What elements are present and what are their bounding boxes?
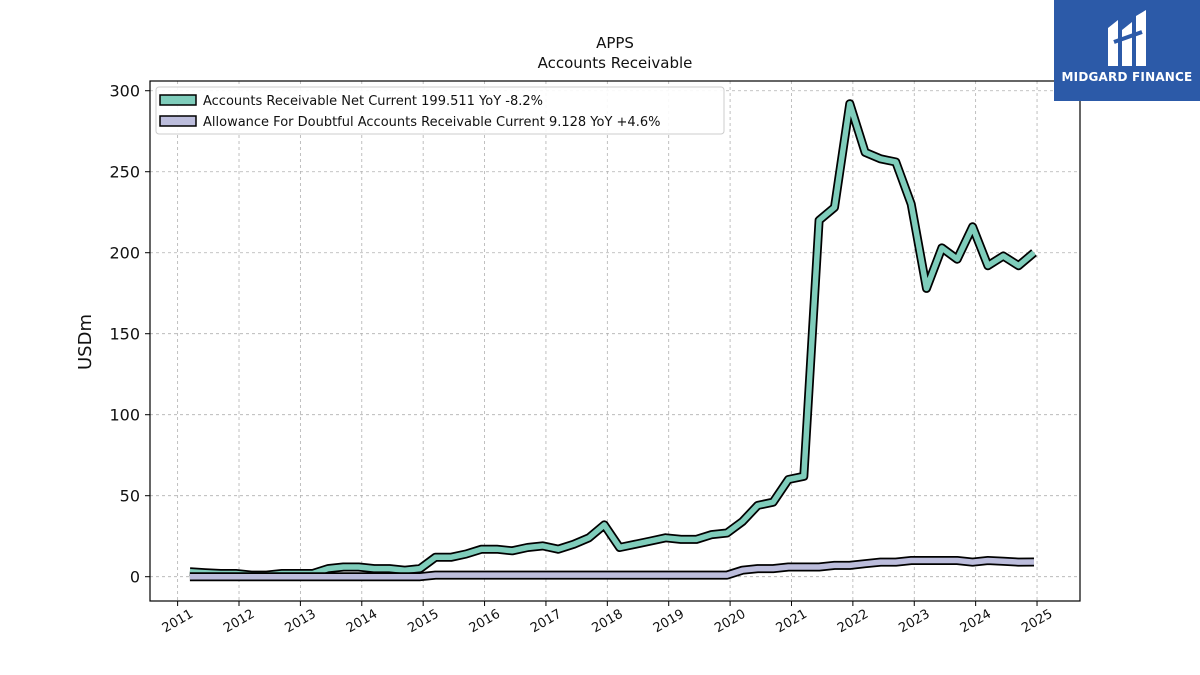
plot-frame	[149, 80, 1081, 602]
chart-title: APPS	[596, 34, 634, 52]
y-axis: 0 50 100 150 200 250 300	[109, 82, 150, 587]
brand-name: MIDGARD FINANCE	[1061, 70, 1193, 84]
x-tick-label: 2013	[283, 607, 319, 637]
x-tick-label: 2012	[221, 607, 257, 637]
y-tick-label: 250	[109, 163, 140, 182]
x-tick-label: 2020	[712, 607, 748, 637]
x-tick-label: 2016	[467, 607, 503, 637]
grid-lines	[150, 81, 1080, 601]
y-tick-label: 300	[109, 82, 140, 101]
legend-label-1: Accounts Receivable Net Current 199.511 …	[203, 94, 543, 109]
series-1-line	[189, 100, 1036, 578]
x-tick-label: 2021	[774, 607, 810, 637]
x-axis: 2011 2012 2013 2014 2015 2016 2017 2018 2019 2020…	[160, 601, 1055, 637]
y-axis-label: USDm	[75, 314, 96, 370]
x-tick-label: 2011	[160, 607, 196, 637]
x-tick-label: 2023	[896, 607, 932, 637]
legend-swatch-1	[159, 94, 197, 106]
x-tick-label: 2022	[835, 607, 871, 637]
y-tick-label: 150	[109, 325, 140, 344]
chart-subtitle: Accounts Receivable	[538, 54, 693, 72]
series-1-outline	[189, 99, 1037, 580]
y-tick-label: 200	[109, 244, 140, 263]
legend-box	[155, 86, 725, 135]
legend-label-2: Allowance For Doubtful Accounts Receivab…	[203, 115, 660, 130]
x-tick-label: 2018	[589, 607, 625, 637]
legend: Accounts Receivable Net Current 199.511 …	[155, 86, 725, 135]
y-tick-label: 0	[130, 568, 140, 587]
x-tick-label: 2015	[405, 607, 441, 637]
x-tick-label: 2017	[528, 607, 564, 637]
logo-mark-icon	[1108, 10, 1146, 66]
series-2-line	[189, 557, 1035, 580]
x-tick-label: 2024	[958, 607, 994, 637]
brand-logo: MIDGARD FINANCE	[1054, 0, 1200, 101]
y-tick-label: 50	[120, 487, 140, 506]
series-layer	[189, 99, 1037, 582]
legend-swatch-2	[159, 115, 197, 127]
x-tick-label: 2014	[344, 607, 380, 637]
x-tick-label: 2019	[651, 607, 687, 637]
y-tick-label: 100	[109, 406, 140, 425]
x-tick-label: 2025	[1019, 607, 1055, 637]
